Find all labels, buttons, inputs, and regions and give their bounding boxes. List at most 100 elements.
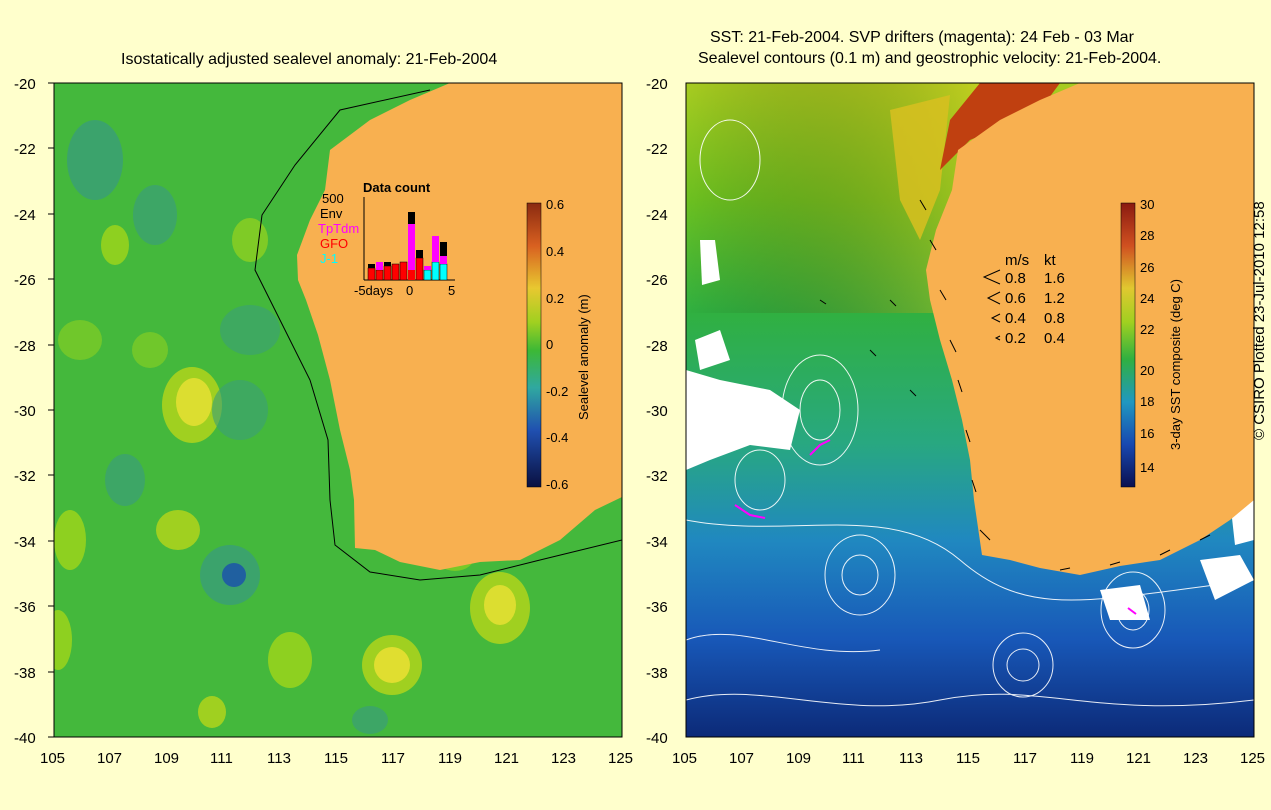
cloud-mask bbox=[700, 240, 720, 285]
data-count-xlabel: -5days bbox=[354, 283, 394, 298]
anomaly-blob bbox=[374, 647, 410, 683]
anomaly-blob bbox=[54, 510, 86, 570]
anomaly-blob bbox=[484, 585, 516, 625]
data-count-xlabel: 0 bbox=[406, 283, 413, 298]
sealevel-contours bbox=[686, 119, 1254, 707]
right-y-tick-label: -40 bbox=[646, 730, 668, 747]
anomaly-blob bbox=[232, 218, 268, 262]
anomaly-blob bbox=[220, 305, 280, 355]
right-colorbar-tick: 24 bbox=[1140, 291, 1154, 306]
velocity-key-kt: 1.6 bbox=[1044, 270, 1065, 287]
anomaly-blob bbox=[176, 378, 212, 426]
left-y-tick-label: -34 bbox=[14, 534, 36, 551]
right-y-tick-label: -32 bbox=[646, 468, 668, 485]
legend-j1: J-1 bbox=[320, 251, 338, 266]
left-y-tick-label: -32 bbox=[14, 468, 36, 485]
left-y-tick-label: -22 bbox=[14, 141, 36, 158]
right-y-ticks: -20 -22 -24 -26 -28 -30 -32 -34 -36 -38 … bbox=[646, 76, 668, 747]
right-x-tick-label: 117 bbox=[1013, 750, 1037, 767]
anomaly-blob bbox=[133, 185, 177, 245]
left-colorbar-tick: -0.6 bbox=[546, 477, 568, 492]
right-y-tick-label: -26 bbox=[646, 272, 668, 289]
left-x-tick-label: 111 bbox=[210, 750, 233, 767]
velocity-key-kt: 1.2 bbox=[1044, 290, 1065, 307]
legend-env: Env bbox=[320, 206, 343, 221]
left-y-tick-label: -24 bbox=[14, 207, 36, 224]
velocity-key-ms: 0.2 bbox=[1005, 330, 1026, 347]
svp-drifter-track bbox=[734, 504, 766, 519]
left-y-tick-label: -30 bbox=[14, 403, 36, 420]
right-colorbar-tick: 18 bbox=[1140, 394, 1154, 409]
right-y-tick-label: -30 bbox=[646, 403, 668, 420]
left-x-tick-label: 115 bbox=[324, 750, 348, 767]
anomaly-blob bbox=[198, 696, 226, 728]
right-x-ticks: 105 107 109 111 113 115 117 119 121 123 … bbox=[672, 750, 1265, 767]
left-x-tick-label: 107 bbox=[97, 750, 122, 767]
right-y-tick-label: -36 bbox=[646, 599, 668, 616]
left-y-tick-label: -38 bbox=[14, 665, 36, 682]
right-y-tick-label: -38 bbox=[646, 665, 668, 682]
right-x-tick-label: 125 bbox=[1240, 750, 1265, 767]
velocity-key-ms: 0.4 bbox=[1005, 310, 1026, 327]
velocity-key: m/s kt 0.8 1.6 0.6 1.2 0.4 0.8 0.2 0.4 bbox=[982, 252, 1065, 347]
right-x-tick-label: 115 bbox=[956, 750, 980, 767]
left-y-tick-label: -26 bbox=[14, 272, 36, 289]
velocity-key-ms: 0.8 bbox=[1005, 270, 1026, 287]
right-y-tick-label: -22 bbox=[646, 141, 668, 158]
right-map-title-line1: SST: 21-Feb-2004. SVP drifters (magenta)… bbox=[710, 29, 1134, 46]
right-x-tick-label: 109 bbox=[786, 750, 811, 767]
anomaly-blob bbox=[212, 380, 268, 440]
velocity-key-kt: 0.4 bbox=[1044, 330, 1065, 347]
anomaly-blob bbox=[54, 610, 72, 670]
left-y-tick-label: -40 bbox=[14, 730, 36, 747]
right-colorbar: 30 28 26 24 22 20 18 16 14 3-day SST com… bbox=[1120, 197, 1183, 488]
left-colorbar-tick: 0.4 bbox=[546, 244, 564, 259]
left-x-tick-label: 119 bbox=[438, 750, 462, 767]
data-count-scale: 500 bbox=[322, 191, 344, 206]
left-colorbar-tick: -0.4 bbox=[546, 430, 568, 445]
anomaly-blob bbox=[222, 563, 246, 587]
right-colorbar-tick: 26 bbox=[1140, 260, 1154, 275]
legend-gfo: GFO bbox=[320, 236, 348, 251]
anomaly-blob bbox=[58, 320, 102, 360]
left-colorbar-tick: -0.2 bbox=[546, 384, 568, 399]
cloud-mask bbox=[1200, 555, 1254, 600]
left-x-tick-label: 109 bbox=[154, 750, 179, 767]
anomaly-blob bbox=[352, 706, 388, 734]
legend-tptdm: TpTdm bbox=[318, 221, 359, 236]
right-x-tick-label: 105 bbox=[672, 750, 697, 767]
left-y-tick-label: -20 bbox=[14, 76, 36, 93]
right-colorbar-tick: 22 bbox=[1140, 322, 1154, 337]
anomaly-blob bbox=[105, 454, 145, 506]
velocity-key-header-kt: kt bbox=[1044, 252, 1057, 269]
copyright-notice: © CSIRO Plotted 23-Jul-2010 12:58 bbox=[1251, 201, 1268, 440]
right-sst-map: -20 -22 -24 -26 -28 -30 -32 -34 -36 -38 … bbox=[646, 76, 1265, 767]
australia-land-right bbox=[926, 83, 1254, 575]
right-y-tick-label: -28 bbox=[646, 338, 668, 355]
svp-drifter-track bbox=[1127, 607, 1137, 615]
anomaly-blob bbox=[132, 332, 168, 368]
cloud-mask bbox=[695, 330, 730, 370]
right-x-tick-label: 119 bbox=[1070, 750, 1094, 767]
cloud-mask bbox=[1100, 585, 1150, 620]
right-colorbar-tick: 30 bbox=[1140, 197, 1154, 212]
data-count-inset: Data count 500 Env TpTdm GFO J-1 -5days … bbox=[318, 180, 455, 298]
right-x-tick-label: 107 bbox=[729, 750, 754, 767]
left-x-tick-label: 121 bbox=[494, 750, 519, 767]
left-x-ticks: 105 107 109 111 113 115 117 119 121 123 … bbox=[40, 750, 633, 767]
right-colorbar-tick: 20 bbox=[1140, 363, 1154, 378]
anomaly-blob bbox=[156, 510, 200, 550]
left-y-tick-label: -36 bbox=[14, 599, 36, 616]
left-map-title: Isostatically adjusted sealevel anomaly:… bbox=[121, 51, 498, 68]
right-y-tick-label: -34 bbox=[646, 534, 668, 551]
svp-drifter-track bbox=[809, 439, 831, 456]
left-sealevel-map: -20 -22 -24 -26 -28 -30 -32 -34 -36 -38 … bbox=[14, 76, 633, 767]
right-colorbar-tick: 28 bbox=[1140, 228, 1154, 243]
anomaly-blob bbox=[101, 225, 129, 265]
left-colorbar-tick: 0 bbox=[546, 337, 553, 352]
velocity-key-kt: 0.8 bbox=[1044, 310, 1065, 327]
left-x-tick-label: 117 bbox=[381, 750, 405, 767]
velocity-key-header-ms: m/s bbox=[1005, 252, 1029, 269]
right-x-tick-label: 113 bbox=[899, 750, 923, 767]
shelf-contour bbox=[254, 89, 622, 581]
